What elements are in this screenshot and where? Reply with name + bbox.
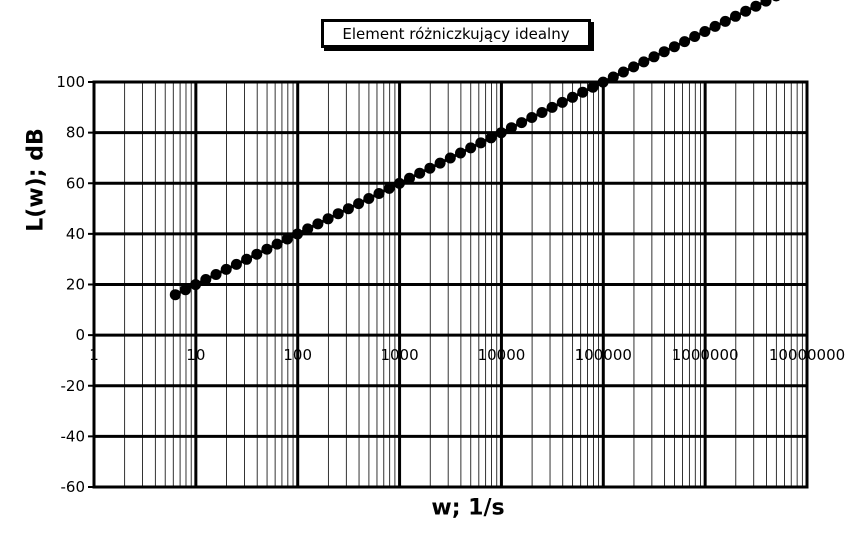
data-point (740, 5, 752, 17)
data-point (322, 213, 334, 225)
x-tick-label: 10000 (478, 346, 526, 364)
data-point (597, 76, 609, 88)
x-tick-label: 1 (89, 346, 99, 364)
data-point (393, 177, 405, 189)
y-tick-label: 20 (66, 276, 85, 294)
data-point (536, 107, 548, 118)
data-point (465, 142, 477, 154)
data-point (210, 269, 222, 280)
data-point (455, 147, 466, 159)
data-point (169, 289, 181, 301)
data-point (444, 152, 456, 164)
data-point (302, 223, 314, 235)
y-tick-label: -20 (61, 377, 86, 395)
x-tick-label: 1000 (380, 346, 418, 364)
data-point (281, 233, 293, 245)
data-point (658, 46, 670, 58)
data-point (475, 137, 487, 149)
data-point (505, 122, 517, 134)
data-point (709, 20, 721, 32)
data-point (668, 41, 680, 53)
data-point (617, 66, 629, 78)
data-point (230, 258, 242, 270)
y-tick-label: 0 (75, 326, 85, 344)
data-point (220, 263, 232, 275)
y-tick-label: 80 (66, 124, 85, 142)
x-tick-label: 1000000 (672, 346, 739, 364)
data-point (271, 238, 283, 250)
data-point (363, 193, 375, 204)
data-point (261, 243, 273, 255)
data-point (424, 162, 436, 174)
y-tick-label: 60 (66, 174, 85, 192)
data-point (414, 167, 426, 179)
data-point (679, 36, 691, 48)
data-point (719, 15, 731, 27)
data-point (648, 51, 660, 63)
x-tick-label: 10 (186, 346, 205, 364)
data-point (495, 127, 507, 139)
data-point (241, 253, 253, 265)
data-point (567, 91, 578, 103)
data-point (190, 279, 202, 291)
data-point (772, 0, 780, 2)
data-point (689, 31, 701, 42)
x-tick-label: 100 (283, 346, 312, 364)
data-point (353, 198, 365, 210)
x-tick-label: 100000 (575, 346, 632, 364)
data-point (577, 86, 589, 98)
data-point (251, 248, 263, 260)
data-point (180, 284, 191, 296)
x-axis-label: w; 1/s (431, 495, 505, 521)
data-point (526, 112, 538, 123)
data-point (760, 0, 772, 7)
data-point (404, 172, 415, 184)
data-point (485, 132, 497, 144)
data-point (383, 182, 395, 194)
data-point (750, 0, 762, 12)
chart-title: Element różniczkujący idealny (321, 19, 591, 48)
data-point (312, 218, 324, 230)
data-point (373, 188, 385, 199)
data-point (628, 61, 640, 73)
data-point (434, 157, 446, 169)
data-point (699, 26, 711, 37)
data-point (556, 96, 568, 108)
y-tick-label: 100 (56, 73, 85, 91)
y-tick-label: -40 (61, 427, 86, 445)
data-point (332, 208, 344, 220)
data-point (342, 203, 354, 215)
y-tick-label: -60 (61, 478, 86, 496)
data-point (516, 117, 528, 129)
data-point (546, 101, 558, 113)
x-tick-label: 10000000 (769, 346, 845, 364)
y-tick-label: 40 (66, 225, 85, 243)
data-point (292, 228, 303, 240)
data-point (607, 71, 619, 83)
data-point (638, 56, 650, 68)
data-point (587, 81, 599, 93)
data-point (730, 10, 741, 22)
data-point (200, 274, 212, 285)
